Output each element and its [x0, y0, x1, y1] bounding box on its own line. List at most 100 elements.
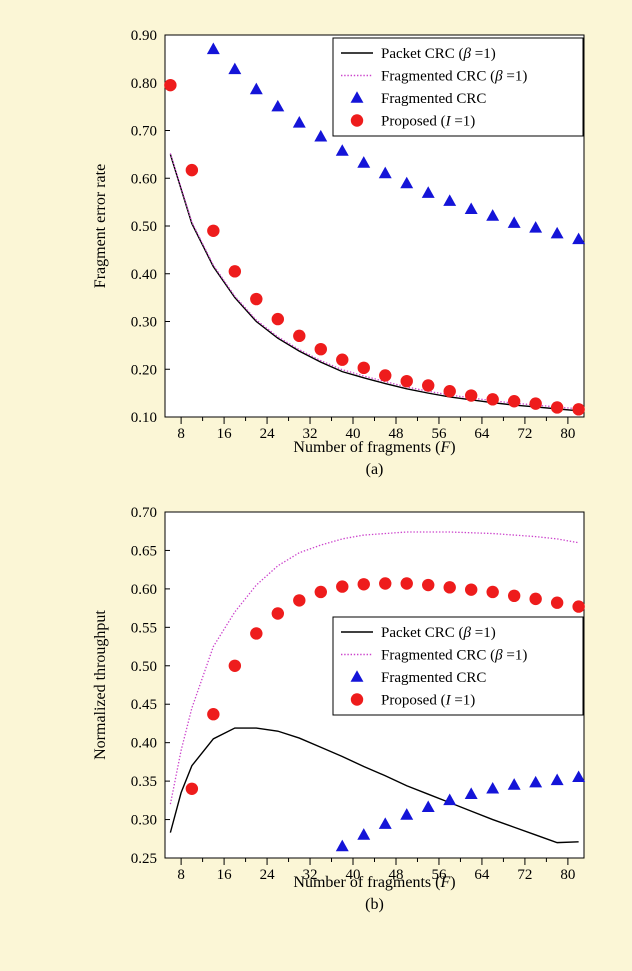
y-tick-label: 0.80: [131, 76, 157, 92]
data-point-triangle: [292, 116, 306, 128]
data-point-circle: [486, 585, 499, 599]
series-triangle: [206, 42, 586, 245]
data-point-triangle: [335, 144, 349, 156]
data-point-circle: [379, 369, 392, 382]
y-tick-label: 0.30: [131, 813, 157, 829]
legend: Packet CRC (β =1)Fragmented CRC (β =1)Fr…: [332, 37, 584, 137]
x-tick-label: 24: [260, 426, 276, 442]
y-tick-label: 0.20: [131, 362, 157, 378]
y-tick-label: 0.70: [131, 505, 157, 521]
data-point-triangle: [378, 817, 392, 829]
data-point-circle: [293, 594, 306, 607]
legend-label-tail: =1): [451, 114, 476, 130]
data-point-triangle: [464, 202, 478, 215]
data-point-triangle: [464, 787, 478, 799]
y-tick-label: 0.30: [131, 315, 157, 331]
data-point-triangle: [314, 129, 328, 142]
legend-label-text: Proposed (: [381, 114, 446, 130]
series-line: [169, 531, 579, 805]
legend-label-text: Packet CRC (: [381, 625, 464, 641]
legend-label: Packet CRC (β =1): [381, 46, 496, 62]
x-axis-label-tail: ): [450, 874, 455, 891]
data-point-circle: [572, 403, 585, 416]
data-point-triangle: [572, 232, 586, 245]
data-point-circle: [250, 627, 263, 640]
legend-label-tail: =1): [503, 648, 528, 664]
legend-label: Fragmented CRC (β =1): [381, 648, 527, 664]
data-point-triangle: [421, 800, 435, 813]
data-point-triangle: [443, 793, 457, 806]
data-point-circle: [422, 379, 435, 392]
x-tick-label: 48: [388, 867, 403, 883]
data-point-circle: [443, 581, 456, 594]
legend-label-symbol: I: [445, 114, 452, 130]
legend-label: Proposed (I =1): [381, 693, 475, 709]
data-point-triangle: [206, 42, 220, 55]
data-point-triangle: [443, 194, 457, 206]
legend-label-symbol: I: [445, 693, 452, 709]
legend-label-text: Proposed (: [381, 693, 446, 709]
caption: (b): [365, 896, 384, 913]
data-point-triangle: [507, 216, 521, 228]
data-point-triangle: [529, 221, 543, 233]
data-point-circle: [228, 265, 242, 278]
y-tick-label: 0.10: [131, 410, 157, 426]
data-point-circle: [507, 589, 521, 603]
legend-label-text: Fragmented CRC (: [381, 648, 495, 664]
y-axis-label: Normalized throughput: [92, 610, 109, 760]
legend-swatch-triangle: [350, 670, 364, 682]
data-point-circle: [550, 401, 564, 414]
data-point-circle: [572, 600, 585, 613]
data-point-circle: [185, 163, 199, 177]
data-point-circle: [314, 585, 327, 599]
x-tick-label: 24: [260, 867, 276, 883]
data-point-triangle: [572, 770, 586, 783]
x-tick-label: 56: [431, 426, 447, 442]
data-point-circle: [443, 385, 456, 398]
data-point-circle: [422, 578, 435, 592]
chart-a: 0.10 0.20 0.30 0.40 0.50 0.60 0.70 0.80 0.90 8 16 2…: [92, 28, 586, 478]
x-tick-label: 40: [346, 867, 361, 883]
legend-swatch-triangle: [350, 91, 364, 103]
y-tick-label: 0.25: [131, 851, 157, 867]
data-point-circle: [164, 78, 177, 92]
data-point-circle: [207, 708, 220, 721]
data-point-triangle: [550, 773, 564, 786]
y-tick-label: 0.50: [131, 219, 157, 235]
data-point-triangle: [357, 828, 371, 840]
x-tick-label: 16: [217, 426, 233, 442]
x-axis-label-text: Number of fragments (: [293, 439, 440, 456]
data-point-triangle: [550, 226, 564, 239]
x-tick-label: 64: [474, 867, 490, 883]
x-axis-label-text: Number of fragments (: [293, 874, 440, 891]
x-tick-label: 48: [388, 426, 403, 442]
x-tick-label: 16: [217, 867, 233, 883]
data-point-triangle: [507, 778, 521, 790]
data-point-circle: [293, 329, 306, 343]
x-tick-label: 32: [303, 426, 318, 442]
data-point-circle: [400, 577, 413, 590]
x-tick-label: 80: [560, 867, 575, 883]
data-point-circle: [400, 374, 413, 388]
data-point-triangle: [228, 62, 242, 75]
x-tick-label: 40: [346, 426, 361, 442]
data-point-triangle: [378, 166, 392, 179]
legend-label-text: Fragmented CRC: [381, 670, 486, 686]
data-point-circle: [507, 395, 521, 408]
legend-label-tail: =1): [451, 693, 476, 709]
x-axis-label-symbol: F: [439, 874, 450, 891]
series-circle: [185, 577, 585, 795]
series-dotted: [169, 531, 579, 805]
x-tick-label: 56: [431, 867, 447, 883]
y-tick-label: 0.60: [131, 582, 157, 598]
y-tick-label: 0.40: [131, 736, 157, 752]
data-point-circle: [250, 292, 263, 306]
legend-label-text: Fragmented CRC (: [381, 69, 495, 85]
legend-box: [332, 616, 584, 716]
legend-label-symbol: β: [463, 46, 472, 62]
data-point-triangle: [529, 775, 543, 788]
data-point-circle: [357, 361, 370, 375]
legend-label-text: Packet CRC (: [381, 46, 464, 62]
data-point-circle: [336, 353, 349, 366]
